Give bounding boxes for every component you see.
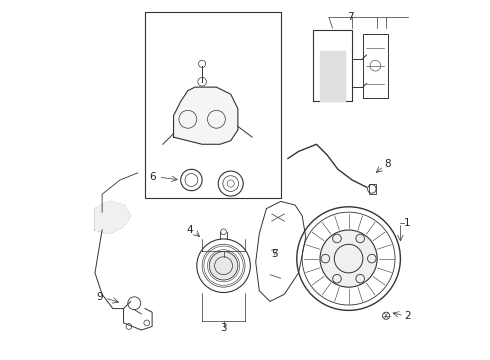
Text: 1: 1 [404, 218, 411, 228]
Bar [145, 12, 281, 198]
Text: 7: 7 [347, 13, 354, 22]
Text: 3: 3 [220, 323, 227, 333]
Polygon shape [173, 87, 238, 144]
Polygon shape [95, 202, 131, 234]
Text: 6: 6 [149, 172, 155, 182]
Circle shape [320, 230, 377, 287]
Circle shape [209, 251, 238, 280]
Text: 2: 2 [404, 311, 411, 321]
Polygon shape [320, 51, 345, 102]
Text: 5: 5 [271, 249, 278, 259]
Text: 4: 4 [186, 225, 193, 235]
Bar [369, 184, 376, 194]
Text: 9: 9 [96, 292, 102, 302]
Text: 8: 8 [385, 159, 391, 169]
